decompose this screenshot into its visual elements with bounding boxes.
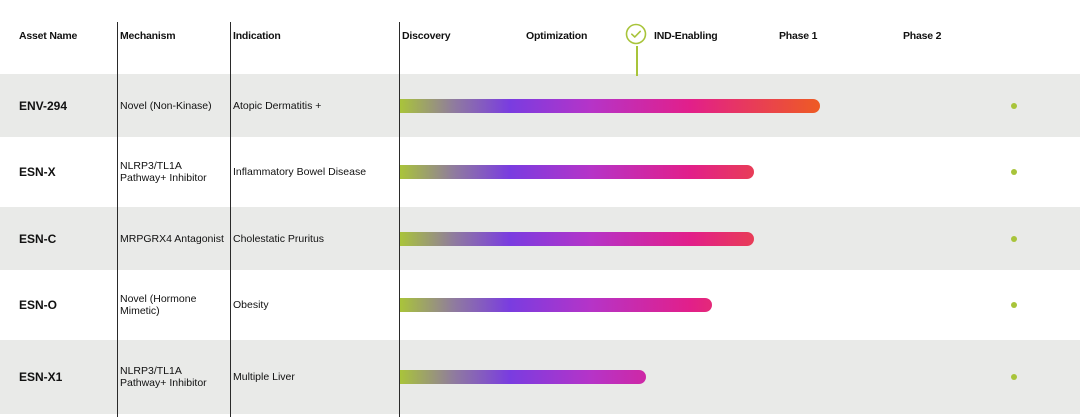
mechanism-cell: Novel (Hormone Mimetic)	[120, 293, 197, 317]
table-row: ESN-X1 NLRP3/TL1A Pathway+ Inhibitor Multi…	[0, 340, 1080, 414]
indication-cell: Multiple Liver	[233, 371, 295, 383]
status-dot-icon	[1011, 169, 1017, 175]
status-dot-icon	[1011, 302, 1017, 308]
progress-bar	[400, 298, 712, 312]
stage-phase-2: Phase 2	[903, 30, 942, 42]
status-dot-icon	[1011, 235, 1017, 242]
table-row: ESN-X NLRP3/TL1A Pathway+ Inhibitor Inflam…	[0, 137, 1080, 207]
current-stage-marker-line	[636, 46, 638, 76]
column-divider-mechanism	[117, 22, 118, 417]
table-row: ENV-294 Novel (Non-Kinase) Atopic Dermatit…	[0, 74, 1080, 137]
table-row: ESN-C MRPGRX4 Antagonist Cholestatic Pruri…	[0, 207, 1080, 270]
status-dot-icon	[1011, 102, 1017, 109]
asset-name-cell: ESN-X	[19, 165, 56, 179]
header-indication: Indication	[233, 30, 281, 42]
progress-bar	[400, 98, 820, 113]
stage-phase-1: Phase 1	[779, 30, 818, 42]
indication-cell: Atopic Dermatitis +	[233, 99, 322, 112]
stage-ind-enabling: IND-Enabling	[654, 30, 718, 42]
indication-cell: Inflammatory Bowel Disease	[233, 166, 367, 178]
asset-name-cell: ENV-294	[19, 98, 68, 113]
progress-bar	[400, 370, 646, 384]
header-mechanism: Mechanism	[120, 30, 176, 42]
asset-name-cell: ESN-X1	[19, 370, 63, 384]
stage-discovery: Discovery	[402, 30, 451, 42]
asset-name-cell: ESN-C	[19, 231, 57, 246]
progress-bar	[400, 165, 754, 179]
column-divider-stages	[399, 22, 400, 417]
asset-name-cell: ESN-O	[19, 298, 58, 312]
status-dot-icon	[1011, 374, 1017, 380]
pipeline-header: Asset Name Mechanism Indication Discover…	[0, 0, 1080, 74]
column-divider-indication	[230, 22, 231, 417]
indication-cell: Cholestatic Pruritus	[233, 232, 325, 245]
progress-bar	[400, 231, 754, 246]
mechanism-cell: MRPGRX4 Antagonist	[120, 233, 224, 245]
mechanism-cell: Novel (Non-Kinase)	[120, 100, 212, 112]
header-asset-name: Asset Name	[19, 30, 78, 42]
indication-cell: Obesity	[233, 299, 269, 311]
table-row: ESN-O Novel (Hormone Mimetic) Obesity	[0, 270, 1080, 340]
stage-optimization: Optimization	[526, 30, 588, 42]
check-circle-icon	[625, 23, 647, 45]
mechanism-cell: NLRP3/TL1A Pathway+ Inhibitor	[120, 365, 207, 389]
mechanism-cell: NLRP3/TL1A Pathway+ Inhibitor	[120, 160, 207, 184]
